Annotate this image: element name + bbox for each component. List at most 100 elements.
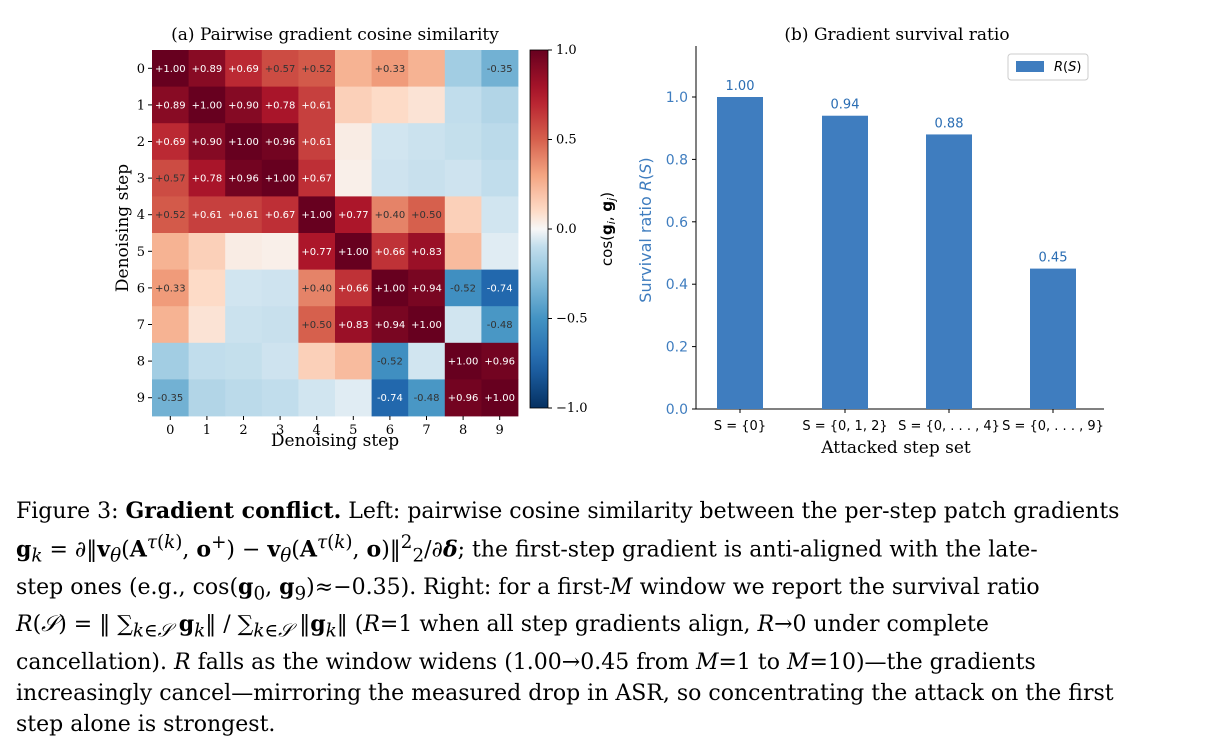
caption-line-5: cancellation). R falls as the window wid… [16, 649, 1036, 675]
heatmap-cell-label: +0.78 [265, 100, 296, 111]
heatmap-cell [371, 379, 409, 417]
heatmap-cell [408, 196, 446, 234]
heatmap-y-tick-label: 0 [137, 62, 145, 77]
heatmap-x-tick-label: 0 [166, 423, 174, 438]
heatmap-cell [408, 233, 446, 270]
colorbar [529, 49, 549, 409]
heatmap-cell-label: +0.78 [192, 174, 223, 185]
heatmap-cell [444, 159, 482, 197]
heatmap-cell [152, 233, 189, 270]
heatmap-cell [298, 123, 336, 161]
heatmap-cell [188, 50, 226, 87]
heatmap-cell-label: +0.90 [228, 100, 259, 111]
heatmap-cell [335, 233, 372, 270]
heatmap-cell [261, 342, 299, 380]
heatmap-x-tick-label: 3 [276, 423, 284, 438]
heatmap-cell [408, 159, 446, 197]
bar-x-tick-label: S = {0, . . . , 4} [898, 419, 1000, 434]
heatmap-cell [444, 86, 482, 124]
colorbar-tick-label: 1.0 [556, 43, 577, 58]
heatmap-cell-label: -0.74 [487, 283, 513, 294]
heatmap-cell [335, 342, 372, 380]
heatmap-cell [371, 233, 409, 270]
heatmap-cell [481, 269, 519, 307]
heatmap-cell-label: +0.90 [192, 137, 223, 148]
heatmap-cell-label: +0.83 [411, 247, 442, 258]
heatmap-cell [408, 269, 446, 307]
heatmap-cell [225, 159, 263, 197]
heatmap-cell-label: +1.00 [375, 283, 406, 294]
heatmap-cell-label: +0.61 [192, 210, 223, 221]
heatmap-cell-label: +0.40 [375, 210, 406, 221]
heatmap-cell [225, 306, 263, 344]
heatmap-y-tick-label: 8 [137, 355, 145, 370]
heatmap-cell [371, 306, 409, 344]
heatmap-cell [298, 196, 336, 234]
heatmap-cell [225, 123, 263, 161]
heatmap-cell [335, 159, 372, 197]
heatmap-x-tick-label: 1 [203, 423, 211, 438]
caption-line-2: gk = ∂‖vθ(Aτ(k), o+) − vθ(Aτ(k), o)‖22/∂… [16, 532, 1038, 567]
heatmap-cell [371, 86, 409, 124]
heatmap-cell-label: +0.66 [338, 283, 369, 294]
heatmap-cell [188, 123, 226, 161]
heatmap-cell [408, 342, 446, 380]
heatmap-cell [298, 233, 336, 270]
heatmap-cell [152, 269, 189, 307]
heatmap-cell-label: -0.35 [157, 393, 183, 404]
bar-value-label: 0.88 [935, 116, 964, 131]
heatmap-cell-label: +0.77 [338, 210, 369, 221]
heatmap-x-tick-label: 4 [313, 423, 321, 438]
heatmap-cell [335, 379, 372, 417]
heatmap-cell [188, 196, 226, 234]
heatmap-cell-label: +0.61 [301, 100, 332, 111]
heatmap-cell-label: +1.00 [338, 247, 369, 258]
heatmap-cell [481, 159, 519, 197]
heatmap-cell [225, 342, 263, 380]
heatmap-cell [152, 123, 189, 161]
heatmap-cell [335, 306, 372, 344]
heatmap-cell [152, 50, 189, 87]
heatmap-y-tick-label: 1 [137, 98, 145, 113]
heatmap-cell-label: +0.52 [155, 210, 186, 221]
heatmap-panel: (a) Pairwise gradient cosine similarity … [113, 25, 618, 451]
bar-x-tick-label: S = {0, 1, 2} [802, 419, 887, 434]
bar-y-tick-label: 1.0 [666, 90, 688, 106]
heatmap-cell [298, 86, 336, 124]
heatmap-cell [188, 342, 226, 380]
heatmap-cells: +1.00 +0.89 +0.69 +0.57 +0.52 +0.33 -0.35 +0.89… [152, 50, 519, 417]
heatmap-cell [481, 379, 519, 417]
colorbar-tick-label: −0.5 [556, 312, 588, 327]
heatmap-cell-label: -0.74 [377, 393, 403, 404]
heatmap-cell [188, 86, 226, 124]
heatmap-y-tick-label: 2 [137, 135, 145, 150]
heatmap-cell [225, 50, 263, 87]
legend-box [1007, 53, 1089, 81]
heatmap-cell-label: +1.00 [448, 357, 479, 368]
heatmap-x-tick-label: 6 [386, 423, 394, 438]
heatmap-cell [371, 196, 409, 234]
bar-y-tick-label: 0.0 [666, 402, 688, 418]
heatmap-cell-label: +0.61 [228, 210, 259, 221]
caption-line-1: Figure 3: Gradient conflict. Left: pairw… [16, 498, 1120, 524]
caption-line-6: increasingly cancel—mirroring the measur… [16, 680, 1114, 706]
heatmap-cell [152, 196, 189, 234]
figure-caption: Figure 3: Gradient conflict. Left: pairw… [16, 496, 1204, 740]
heatmap-y-tick-label: 5 [137, 245, 145, 260]
heatmap-cell [298, 379, 336, 417]
heatmap-cell [298, 159, 336, 197]
heatmap-cell [371, 50, 409, 87]
heatmap-cell [444, 269, 482, 307]
bar [1030, 268, 1076, 409]
colorbar-ticks: 1.0 0.5 0.0 −0.5 −1.0 [548, 43, 588, 416]
heatmap-cell [408, 306, 446, 344]
heatmap-cell-label: +0.50 [411, 210, 442, 221]
heatmap-cell [371, 123, 409, 161]
heatmap-cell [335, 50, 372, 87]
heatmap-cell-label: +0.96 [448, 393, 479, 404]
heatmap-cell-label: +0.96 [484, 357, 515, 368]
heatmap-cell-label: +0.94 [411, 283, 442, 294]
heatmap-y-tick-label: 6 [137, 281, 145, 296]
heatmap-cell [225, 86, 263, 124]
heatmap-cell-label: +0.94 [375, 320, 406, 331]
